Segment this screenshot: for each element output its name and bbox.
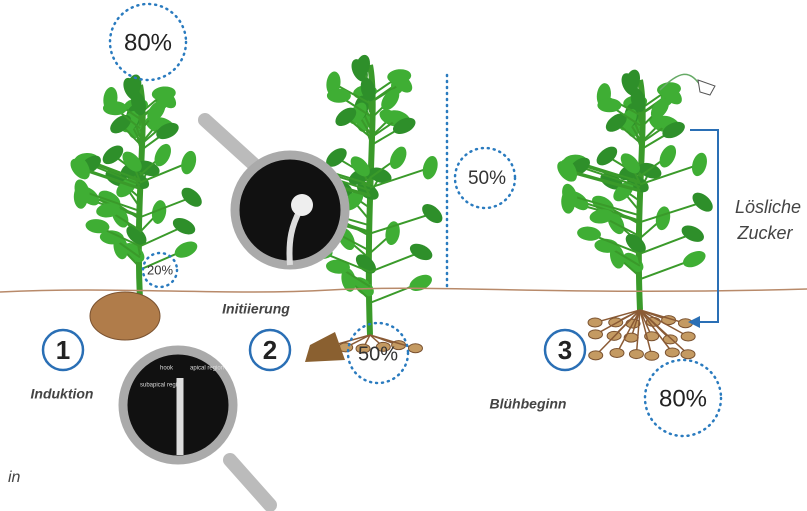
plants — [67, 53, 716, 360]
mother-tuber — [90, 292, 160, 340]
footer-text: in — [8, 469, 21, 486]
leaf — [689, 151, 709, 178]
tuber — [629, 350, 643, 359]
percent-label: 80% — [659, 385, 707, 412]
leaf — [407, 271, 435, 294]
tuber — [610, 348, 624, 357]
tuber — [408, 344, 422, 353]
tuber — [589, 351, 603, 360]
leaf — [597, 98, 621, 112]
leaf — [327, 89, 351, 103]
branch — [370, 214, 432, 234]
leaf — [419, 200, 446, 226]
percent-label: 50% — [468, 168, 506, 189]
side-label: Lösliche — [735, 197, 801, 217]
leaf — [656, 142, 679, 170]
leaf — [680, 248, 708, 271]
leaf — [179, 149, 199, 176]
stage-label: Induktion — [31, 386, 94, 402]
percent-label: 50% — [358, 343, 398, 365]
leaf — [172, 238, 200, 261]
diagram: hook apical region subapical region 80% … — [0, 0, 807, 511]
leaf — [576, 225, 601, 242]
inset-label: apical region — [190, 366, 224, 372]
old-tuber — [305, 332, 345, 362]
tuber — [681, 350, 695, 359]
tuber — [588, 318, 602, 327]
leaf — [689, 189, 716, 215]
leaf — [593, 143, 620, 169]
tuber — [645, 351, 659, 360]
leaf — [420, 154, 440, 181]
leaf — [178, 184, 205, 210]
branch — [640, 202, 703, 222]
stage-number: 2 — [263, 335, 277, 365]
percent-label: 80% — [124, 29, 172, 56]
magnifier-handle — [205, 120, 260, 170]
magnifier-handle — [230, 460, 270, 505]
percent-label: 20% — [147, 262, 173, 277]
leaf — [654, 205, 672, 231]
tuber — [588, 330, 602, 339]
leaf — [103, 101, 127, 115]
flower — [698, 80, 715, 95]
tuber — [678, 319, 692, 328]
branch — [640, 234, 693, 254]
stage-label: Blühbeginn — [490, 396, 567, 412]
leaf — [99, 142, 126, 168]
tuber — [665, 348, 679, 357]
leaf — [407, 240, 435, 263]
inset-label: hook — [160, 366, 174, 372]
stage-number: 3 — [558, 335, 572, 365]
side-label: Zucker — [736, 223, 793, 243]
stage-label: Initiierung — [222, 301, 290, 317]
leaf — [679, 222, 707, 245]
stage-number: 1 — [56, 335, 70, 365]
inset-label: subapical region — [140, 383, 184, 389]
tuber — [681, 332, 695, 341]
branch — [140, 197, 192, 217]
tuber-swelling — [291, 194, 313, 216]
leaf — [170, 215, 198, 238]
leaf — [387, 144, 410, 172]
